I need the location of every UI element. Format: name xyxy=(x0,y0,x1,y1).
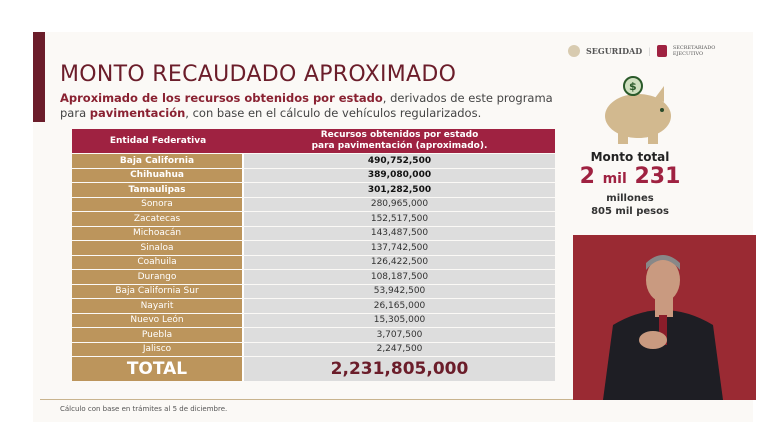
page-title: MONTO RECAUDADO APROXIMADO xyxy=(60,62,457,87)
state-amount: 152,517,500 xyxy=(244,212,555,226)
total-row: TOTAL 2,231,805,000 xyxy=(72,357,555,381)
state-amount: 126,422,500 xyxy=(244,255,555,269)
table-row: Sonora 280,965,000 xyxy=(72,197,555,211)
divider xyxy=(40,399,580,400)
subtitle-bold-1: Aproximado de los recursos obtenidos por… xyxy=(60,91,383,105)
state-amount: 15,305,000 xyxy=(244,313,555,327)
state-name: Jalisco xyxy=(72,342,244,356)
state-amount: 2,247,500 xyxy=(244,342,555,356)
amount-part-2: 231 xyxy=(634,164,681,189)
state-amount: 490,752,500 xyxy=(244,154,555,168)
total-label: TOTAL xyxy=(72,357,244,381)
state-name: Michoacán xyxy=(72,226,244,240)
state-amount: 26,165,000 xyxy=(244,299,555,313)
summary-millones: millones xyxy=(606,193,654,204)
logo-secretariado: SECRETARIADO EJECUTIVO xyxy=(672,45,716,57)
summary-amount: 2 mil 231 xyxy=(575,164,685,192)
footnote: Cálculo con base en trámites al 5 de dic… xyxy=(60,405,228,413)
table-row: Chihuahua 389,080,000 xyxy=(72,168,555,182)
amount-part-1: 2 xyxy=(579,164,595,189)
state-amount: 53,942,500 xyxy=(244,284,555,298)
sign-language-interpreter-video xyxy=(573,235,756,400)
header-recursos-line2: para pavimentación (aproximado). xyxy=(311,141,488,151)
table-row: Sinaloa 137,742,500 xyxy=(72,241,555,255)
logos: SEGURIDAD | SECRETARIADO EJECUTIVO xyxy=(568,45,716,57)
state-amount: 108,187,500 xyxy=(244,270,555,284)
table-row: Baja California Sur 53,942,500 xyxy=(72,284,555,298)
table-row: Durango 108,187,500 xyxy=(72,270,555,284)
summary-pesos: 805 mil pesos xyxy=(591,206,669,217)
state-amount: 143,487,500 xyxy=(244,226,555,240)
state-name: Nuevo León xyxy=(72,313,244,327)
state-name: Durango xyxy=(72,270,244,284)
total-value: 2,231,805,000 xyxy=(244,357,555,381)
state-name: Sinaloa xyxy=(72,241,244,255)
piggy-bank-icon: $ xyxy=(605,76,671,144)
subtitle-bold-2: pavimentación xyxy=(89,106,186,120)
shield-icon xyxy=(656,45,667,57)
logo-seguridad: SEGURIDAD xyxy=(586,46,643,56)
table-row: Coahuila 126,422,500 xyxy=(72,255,555,269)
state-name: Tamaulipas xyxy=(72,183,244,197)
table-row: Nuevo León 15,305,000 xyxy=(72,313,555,327)
state-name: Puebla xyxy=(72,328,244,342)
state-name: Chihuahua xyxy=(72,168,244,182)
seal-icon xyxy=(568,45,580,57)
table-row: Michoacán 143,487,500 xyxy=(72,226,555,240)
state-name: Nayarit xyxy=(72,299,244,313)
table-row: Nayarit 26,165,000 xyxy=(72,299,555,313)
state-amount: 301,282,500 xyxy=(244,183,555,197)
state-amount: 280,965,000 xyxy=(244,197,555,211)
state-amount: 137,742,500 xyxy=(244,241,555,255)
table-row: Puebla 3,707,500 xyxy=(72,328,555,342)
subtitle-text-1: , derivados de este programa para xyxy=(60,91,553,120)
revenue-table: Entidad Federativa Recursos obtenidos po… xyxy=(72,128,555,382)
table-row: Baja California 490,752,500 xyxy=(72,154,555,168)
svg-text:$: $ xyxy=(629,80,637,93)
header-entidad: Entidad Federativa xyxy=(72,129,244,153)
state-amount: 389,080,000 xyxy=(244,168,555,182)
subtitle-text-2: , con base en el cálculo de vehículos re… xyxy=(185,106,482,120)
accent-bar xyxy=(33,32,45,122)
header-recursos: Recursos obtenidos por estado para pavime… xyxy=(244,129,555,153)
header-recursos-line1: Recursos obtenidos por estado xyxy=(320,130,479,140)
interpreter-figure xyxy=(603,255,723,400)
state-name: Sonora xyxy=(72,197,244,211)
state-name: Baja California xyxy=(72,154,244,168)
total-summary: Monto total 2 mil 231 millones 805 mil p… xyxy=(575,150,685,218)
state-amount: 3,707,500 xyxy=(244,328,555,342)
subtitle: Aproximado de los recursos obtenidos por… xyxy=(60,91,580,121)
table-row: Zacatecas 152,517,500 xyxy=(72,212,555,226)
amount-mil: mil xyxy=(602,171,627,187)
table-row: Tamaulipas 301,282,500 xyxy=(72,183,555,197)
table-row: Jalisco 2,247,500 xyxy=(72,342,555,356)
state-name: Coahuila xyxy=(72,255,244,269)
state-name: Zacatecas xyxy=(72,212,244,226)
summary-label: Monto total xyxy=(590,150,670,164)
state-name: Baja California Sur xyxy=(72,284,244,298)
